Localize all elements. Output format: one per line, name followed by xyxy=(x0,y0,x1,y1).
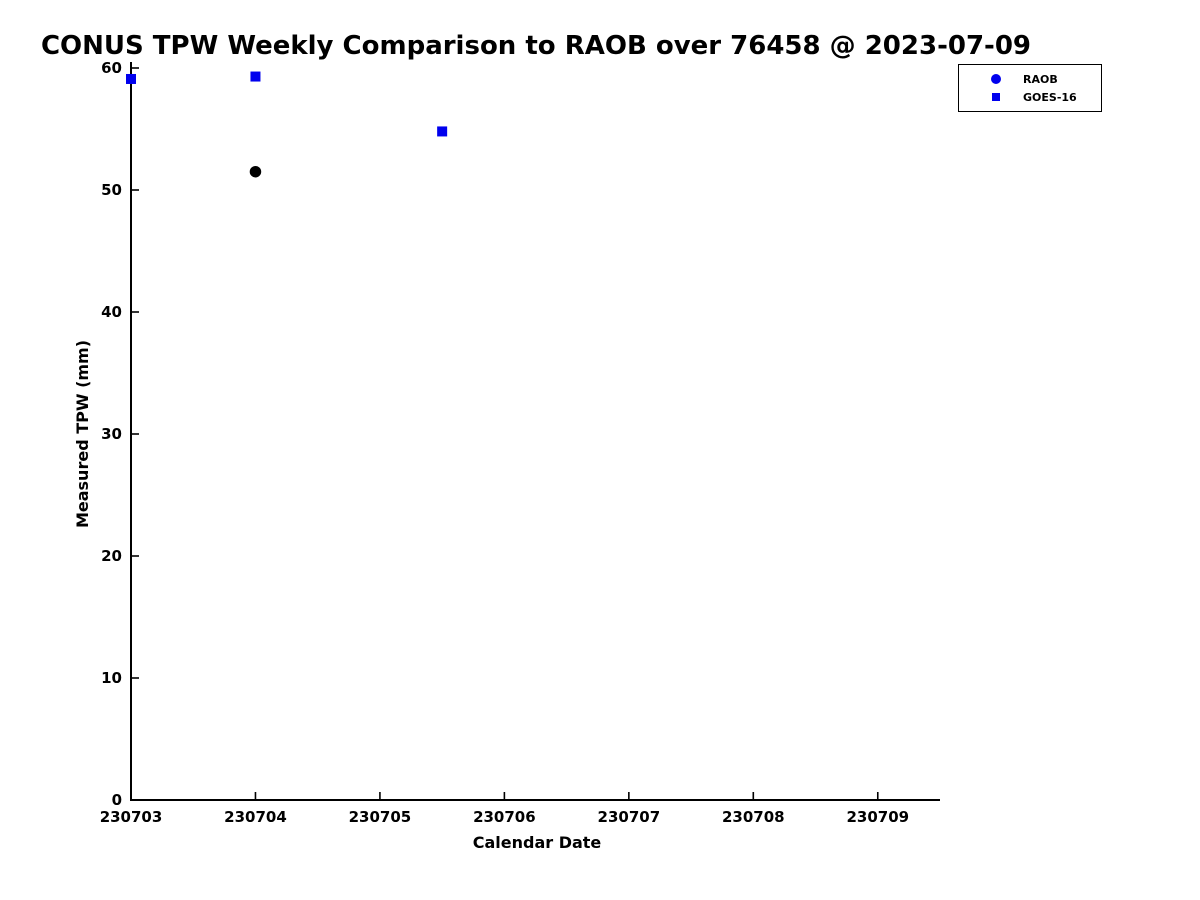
legend-item-goes16: GOES-16 xyxy=(959,88,1101,106)
data-point-goes16 xyxy=(126,73,136,84)
data-point-goes16 xyxy=(250,71,261,82)
legend: RAOB GOES-16 xyxy=(958,64,1102,112)
x-tick-label: 230708 xyxy=(722,808,785,826)
legend-label-raob: RAOB xyxy=(1023,72,1058,86)
x-tick-label: 230705 xyxy=(349,808,412,826)
y-tick-label: 10 xyxy=(101,669,122,687)
y-tick-label: 40 xyxy=(101,303,122,321)
y-axis-label: Measured TPW (mm) xyxy=(73,340,92,528)
legend-item-raob: RAOB xyxy=(959,70,1101,88)
data-point-goes16 xyxy=(437,126,448,137)
y-tick-label: 0 xyxy=(112,791,122,809)
x-tick-label: 230706 xyxy=(473,808,536,826)
y-tick-label: 50 xyxy=(101,181,122,199)
raob-marker-icon xyxy=(991,74,1001,84)
x-tick-label: 230703 xyxy=(100,808,163,826)
legend-label-goes16: GOES-16 xyxy=(1023,90,1077,104)
goes16-marker-icon xyxy=(992,93,1000,101)
y-tick-label: 30 xyxy=(101,425,122,443)
y-tick-label: 20 xyxy=(101,547,122,565)
x-tick-label: 230709 xyxy=(846,808,909,826)
data-point-raob xyxy=(249,165,262,178)
x-tick-label: 230704 xyxy=(224,808,287,826)
x-tick-label: 230707 xyxy=(598,808,661,826)
chart-title: CONUS TPW Weekly Comparison to RAOB over… xyxy=(41,31,1031,61)
y-tick-label: 60 xyxy=(101,59,122,77)
x-axis-label: Calendar Date xyxy=(473,833,602,852)
